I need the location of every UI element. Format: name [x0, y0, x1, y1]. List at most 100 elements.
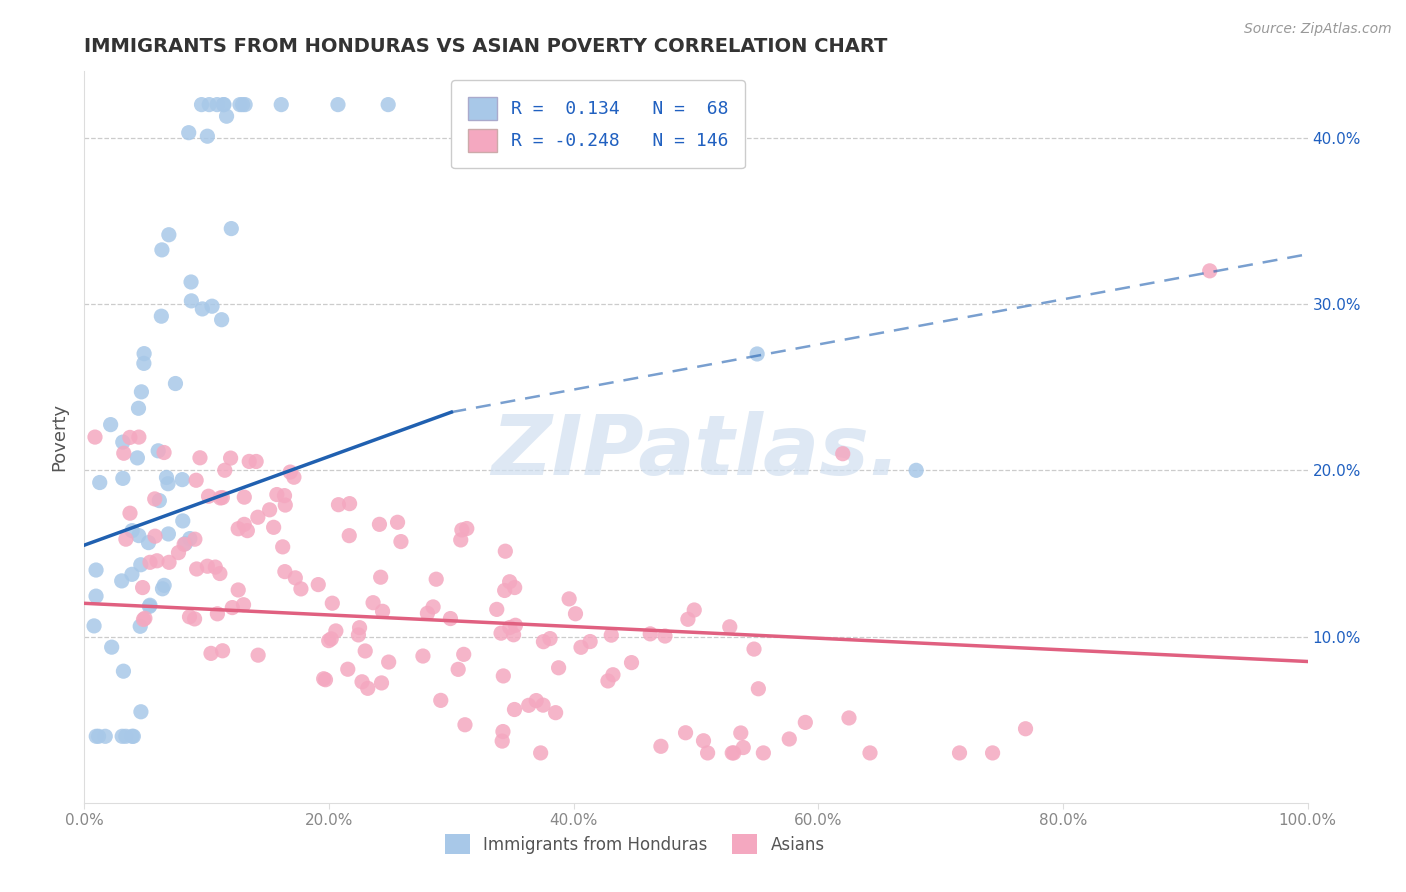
Point: [128, 430, 150, 444]
Point: [134, 611, 156, 625]
Point: [229, 97, 252, 112]
Point: [208, 566, 231, 581]
Point: [118, 430, 141, 444]
Point: [179, 532, 201, 546]
Point: [290, 582, 312, 596]
Point: [347, 628, 370, 642]
Point: [115, 532, 138, 546]
Point: [118, 506, 141, 520]
Point: [128, 528, 150, 542]
Point: [270, 97, 292, 112]
Point: [245, 454, 267, 468]
Point: [859, 746, 882, 760]
Point: [212, 97, 235, 112]
Point: [157, 227, 180, 242]
Point: [143, 529, 166, 543]
Point: [370, 570, 392, 584]
Point: [533, 634, 555, 648]
Point: [200, 646, 222, 660]
Point: [155, 470, 177, 484]
Point: [148, 493, 170, 508]
Point: [721, 746, 744, 760]
Point: [747, 347, 769, 361]
Point: [188, 450, 211, 465]
Point: [138, 535, 160, 549]
Point: [209, 491, 232, 505]
Point: [838, 711, 860, 725]
Point: [278, 465, 301, 479]
Point: [121, 567, 143, 582]
Point: [456, 522, 478, 536]
Point: [191, 301, 214, 316]
Point: [266, 487, 288, 501]
Point: [336, 662, 359, 676]
Point: [84, 729, 107, 743]
Point: [226, 522, 249, 536]
Point: [127, 401, 149, 416]
Point: [150, 309, 173, 323]
Point: [538, 632, 561, 646]
Point: [600, 628, 623, 642]
Point: [453, 648, 475, 662]
Point: [212, 97, 235, 112]
Point: [778, 731, 800, 746]
Point: [502, 628, 524, 642]
Point: [547, 661, 569, 675]
Point: [180, 275, 202, 289]
Point: [131, 581, 153, 595]
Point: [439, 611, 461, 625]
Point: [564, 607, 586, 621]
Point: [531, 698, 554, 713]
Point: [274, 565, 297, 579]
Point: [284, 571, 307, 585]
Point: [143, 491, 166, 506]
Point: [100, 640, 122, 655]
Point: [368, 517, 391, 532]
Point: [683, 603, 706, 617]
Point: [233, 97, 256, 112]
Point: [84, 430, 107, 444]
Point: [499, 620, 522, 634]
Point: [186, 473, 208, 487]
Point: [505, 618, 527, 632]
Text: Source: ZipAtlas.com: Source: ZipAtlas.com: [1244, 22, 1392, 37]
Point: [198, 97, 221, 112]
Point: [696, 746, 718, 760]
Point: [723, 746, 745, 760]
Point: [122, 729, 145, 743]
Point: [207, 607, 229, 621]
Point: [370, 676, 392, 690]
Point: [387, 516, 409, 530]
Point: [530, 746, 553, 760]
Point: [146, 554, 169, 568]
Point: [498, 574, 520, 589]
Point: [205, 97, 228, 112]
Legend: Immigrants from Honduras, Asians: Immigrants from Honduras, Asians: [439, 828, 831, 860]
Point: [183, 612, 205, 626]
Point: [111, 729, 134, 743]
Point: [318, 633, 340, 648]
Point: [100, 417, 122, 432]
Point: [494, 544, 516, 558]
Point: [654, 629, 676, 643]
Point: [165, 376, 187, 391]
Point: [211, 312, 233, 326]
Point: [94, 729, 117, 743]
Point: [494, 583, 516, 598]
Point: [503, 581, 526, 595]
Text: ZIPatlas.: ZIPatlas.: [491, 411, 901, 492]
Point: [451, 523, 474, 537]
Point: [84, 589, 107, 603]
Point: [312, 672, 335, 686]
Point: [215, 109, 238, 123]
Point: [981, 746, 1004, 760]
Point: [339, 497, 361, 511]
Point: [905, 463, 928, 477]
Point: [328, 498, 350, 512]
Point: [412, 648, 434, 663]
Point: [246, 510, 269, 524]
Point: [172, 514, 194, 528]
Point: [232, 97, 254, 112]
Point: [718, 620, 741, 634]
Point: [111, 435, 134, 450]
